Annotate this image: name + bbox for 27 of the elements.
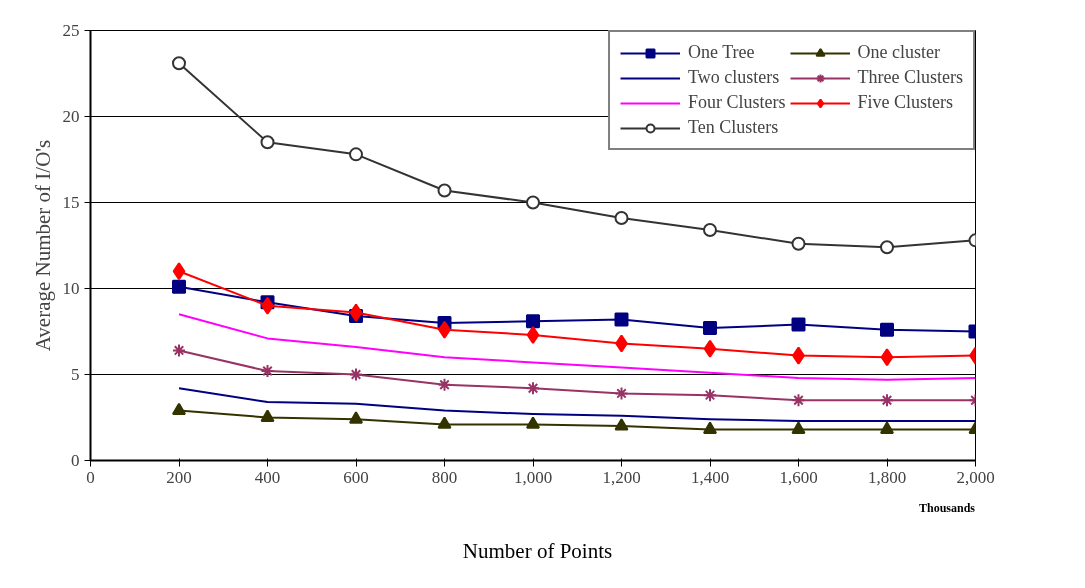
legend-label: Three Clusters xyxy=(857,67,963,88)
y-tick-label: 10 xyxy=(62,279,80,298)
x-tick-label: 600 xyxy=(343,467,369,487)
legend-label: Five Clusters xyxy=(857,92,954,113)
x-tick-label: 400 xyxy=(254,467,281,487)
text: Thousands xyxy=(918,500,975,517)
legend-label: Two clusters xyxy=(688,67,780,88)
x-tick-label: 1,600 xyxy=(779,467,818,487)
y-tick-label: 25 xyxy=(62,21,80,40)
x-tick-label: 1,800 xyxy=(867,467,907,487)
y-tick-label: 20 xyxy=(62,107,80,126)
x-tick-label: 1,000 xyxy=(513,467,553,487)
x-tick-label: 800 xyxy=(431,467,458,487)
x-tick-label: 0 xyxy=(86,467,95,487)
x-axis-title: Number of Points xyxy=(462,538,613,565)
legend-label: Four Clusters xyxy=(688,92,786,113)
legend-label: One Tree xyxy=(688,42,755,63)
x-tick-label: 1,200 xyxy=(602,467,641,487)
legend-label: One cluster xyxy=(857,42,940,63)
y-tick-label: 5 xyxy=(71,365,80,384)
y-tick-label: 0 xyxy=(71,451,80,470)
x-tick-label: 200 xyxy=(166,467,192,487)
legend-label: Ten Clusters xyxy=(688,117,779,138)
x-tick-label: 1,400 xyxy=(690,467,730,487)
y-axis-title: Average Number of I/O's xyxy=(30,139,55,352)
x-tick-label: 2,000 xyxy=(956,467,995,487)
y-tick-label: 15 xyxy=(62,193,80,212)
